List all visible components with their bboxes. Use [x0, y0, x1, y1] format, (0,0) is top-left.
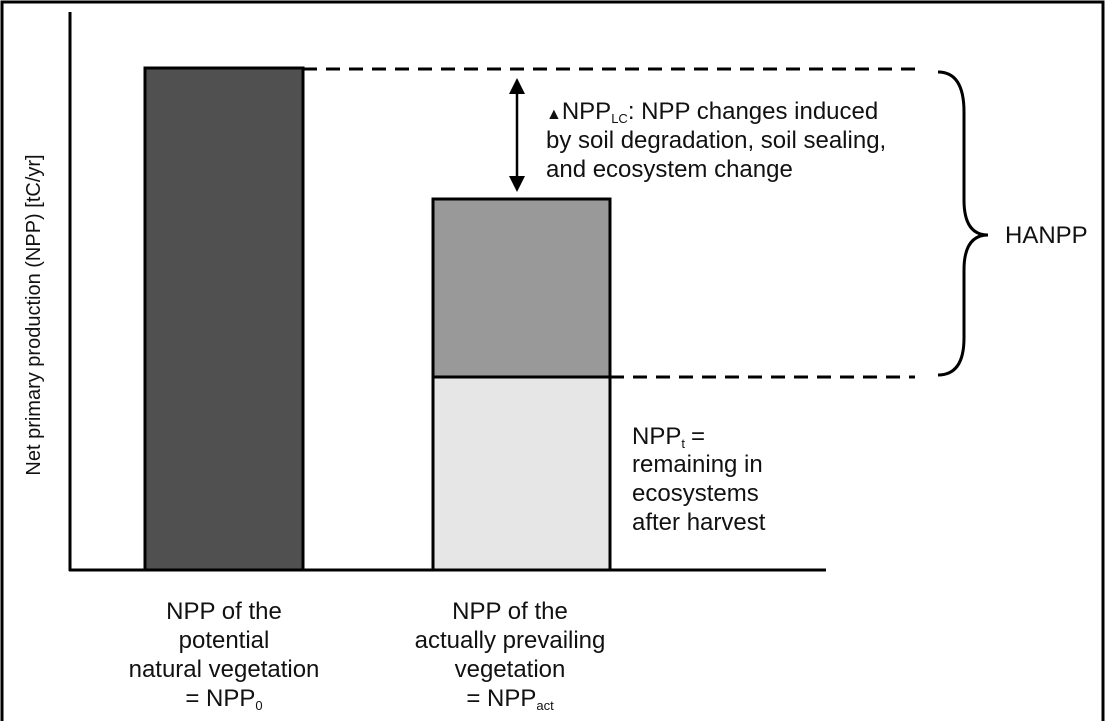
annotation-line: and ecosystem change: [546, 156, 793, 183]
bar-hanpp-part: [431, 197, 612, 379]
term: NPP: [632, 423, 681, 450]
subscript: t: [681, 436, 685, 451]
brace: [937, 70, 989, 377]
bar-potential: [143, 66, 305, 572]
text: : NPP changes induced: [628, 98, 878, 125]
subscript: act: [536, 698, 554, 713]
bar-label: potential: [179, 627, 270, 654]
annotation-line: ▲NPPLC: NPP changes induced: [546, 98, 878, 126]
bar-label: NPP of the: [166, 598, 282, 625]
bar-label: vegetation: [455, 656, 566, 683]
subscript: LC: [611, 111, 628, 126]
term: = NPP: [466, 685, 536, 712]
remaining-line: NPPt =: [632, 423, 705, 451]
axis-label: Net primary production (NPP) [tC/yr]: [23, 154, 45, 475]
delta-symbol: ▲: [546, 106, 562, 123]
bar-label: actually prevailing: [415, 627, 606, 654]
annotation-line: by soil degradation, soil sealing,: [546, 127, 886, 154]
bar-label: = NPPact: [466, 685, 554, 713]
term: NPP: [562, 98, 611, 125]
bar-remaining: [431, 375, 612, 572]
remaining-line: ecosystems: [632, 480, 759, 507]
subscript: 0: [255, 698, 262, 713]
brace-label: HANPP: [1005, 222, 1088, 249]
bar-label: natural vegetation: [129, 656, 320, 683]
bar-label: NPP of the: [452, 598, 568, 625]
remaining-line: remaining in: [632, 451, 763, 478]
remaining-line: after harvest: [632, 509, 766, 536]
text: =: [691, 423, 705, 450]
bar-label: = NPP0: [185, 685, 262, 713]
term: = NPP: [185, 685, 255, 712]
